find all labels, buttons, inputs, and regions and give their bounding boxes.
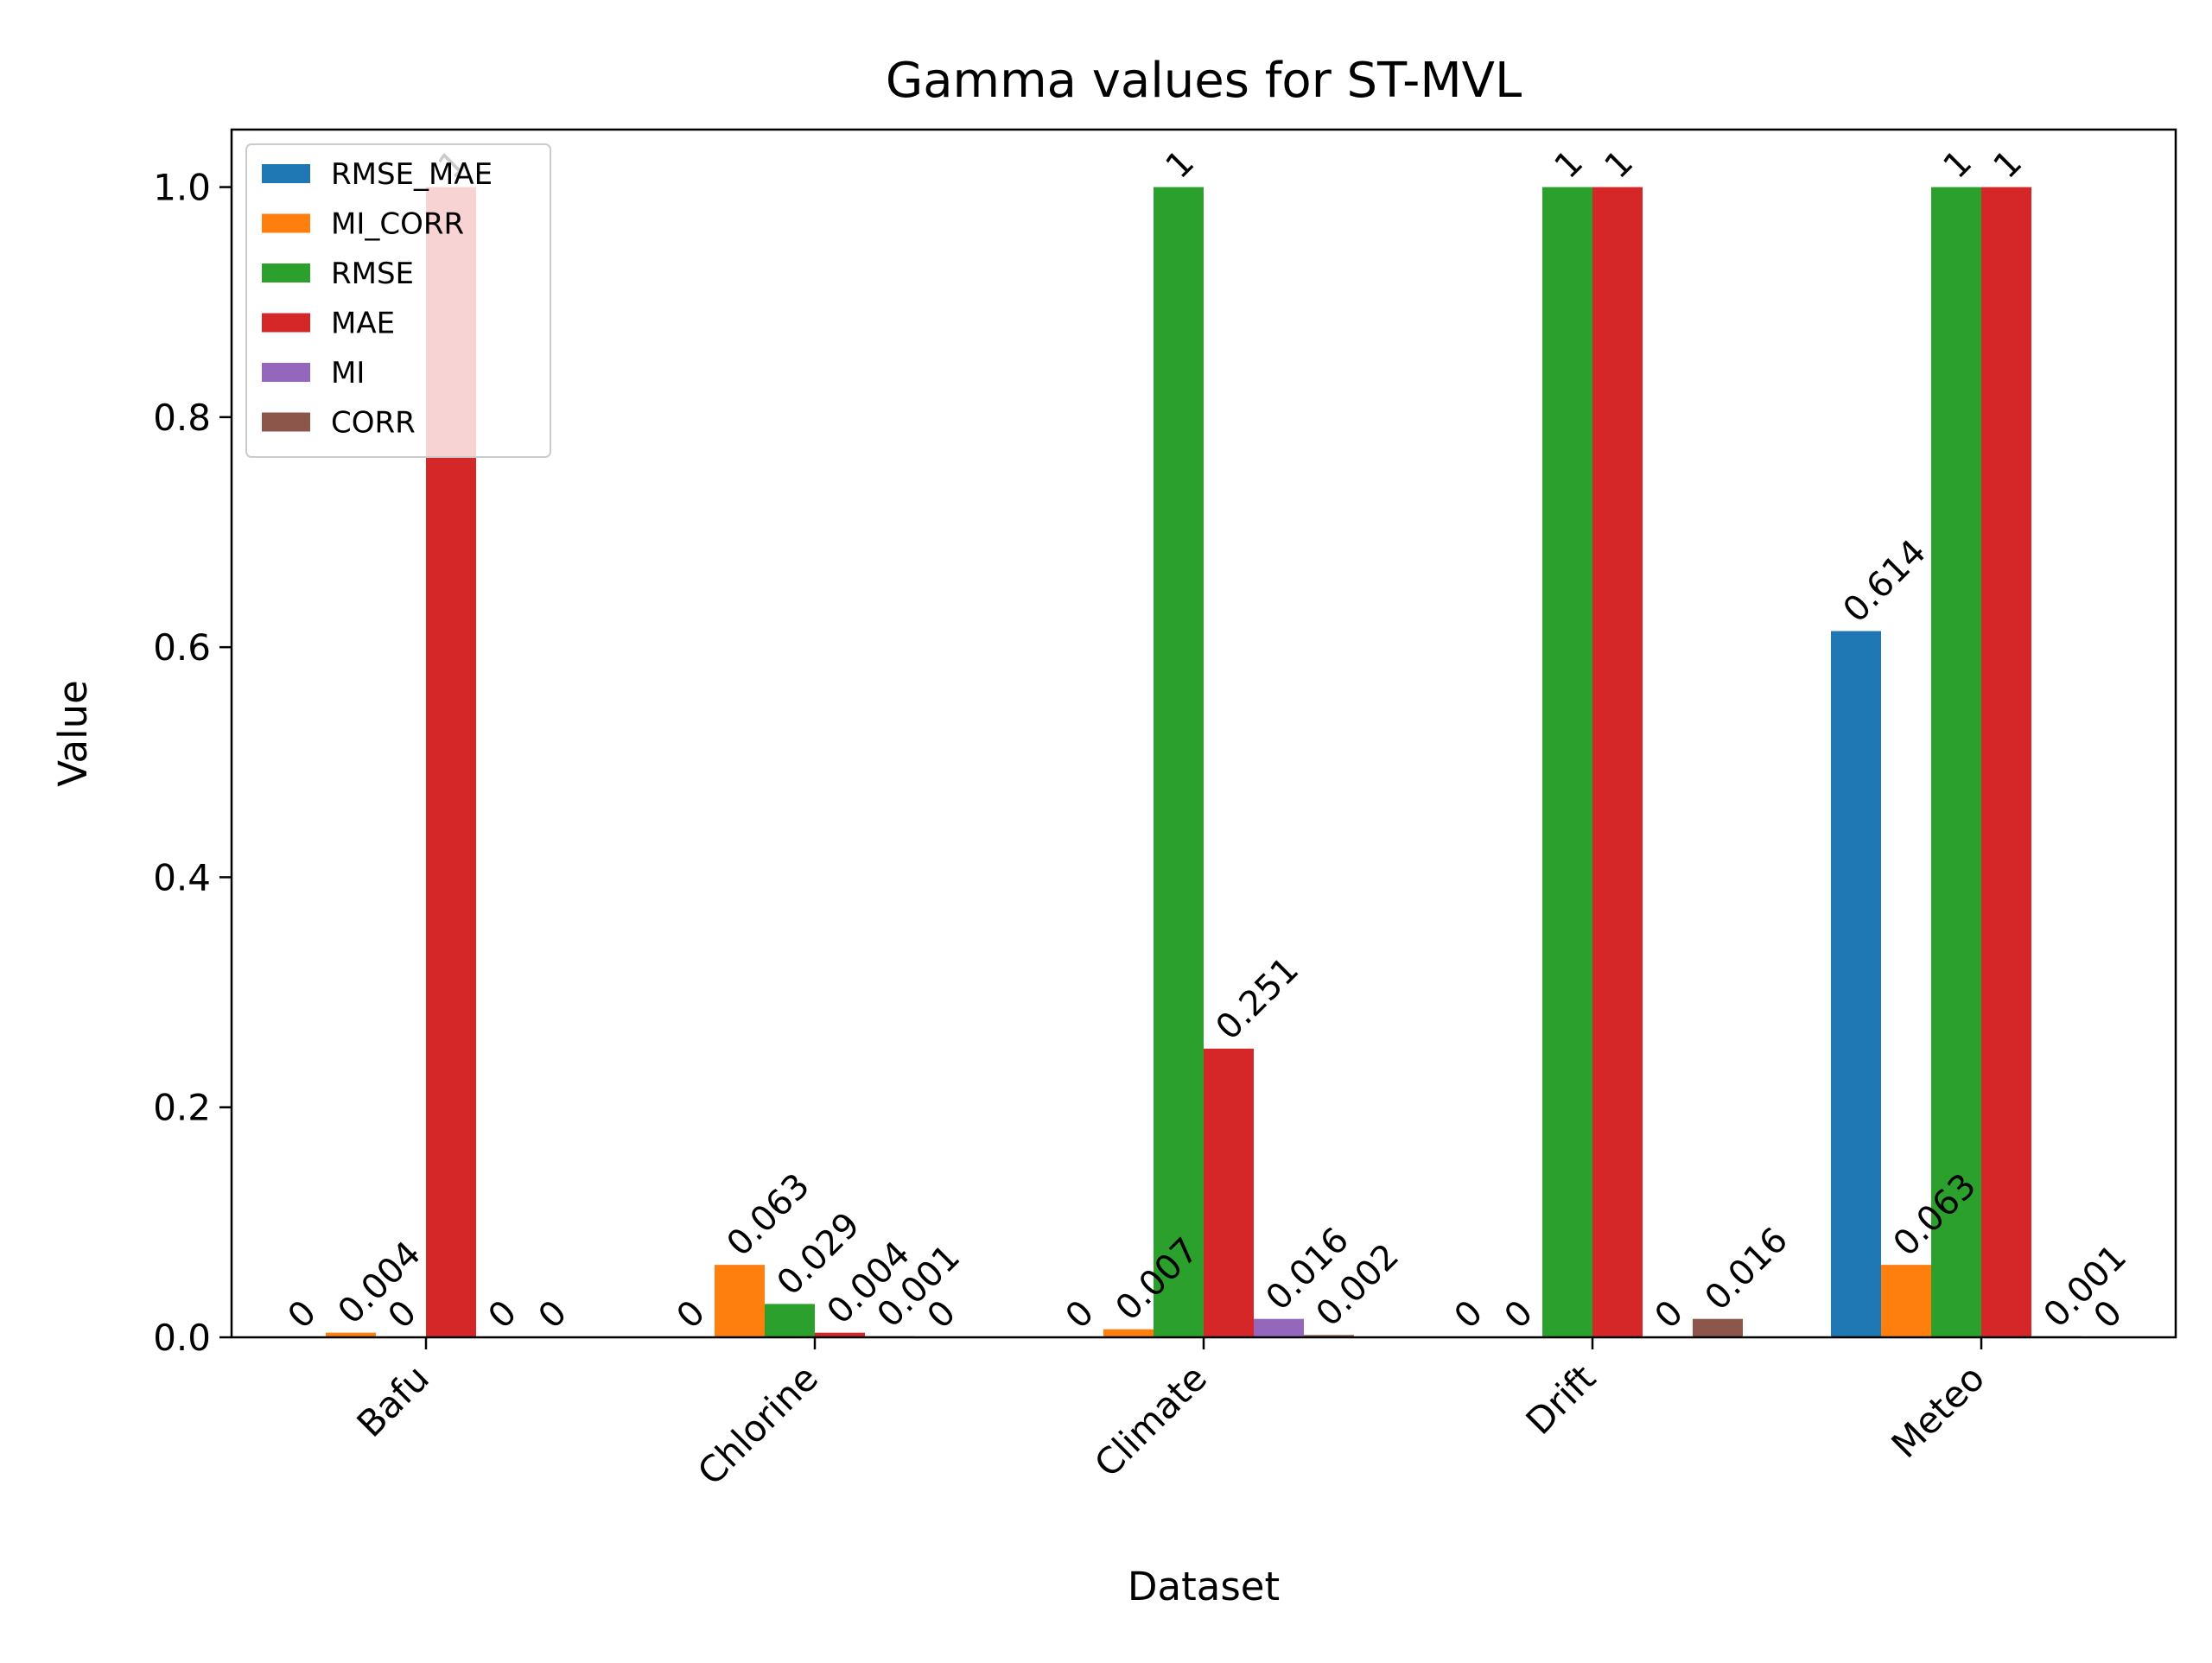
bar (1154, 187, 1204, 1338)
bar (1931, 187, 1981, 1338)
bars-layer (326, 187, 2082, 1338)
chart-title: Gamma values for ST-MVL (886, 53, 1522, 109)
bar (815, 1332, 865, 1337)
legend-swatch (262, 412, 310, 432)
legend-entry: RMSE (331, 257, 414, 291)
legend-entry: RMSE_MAE (331, 157, 493, 192)
legend-box (245, 143, 551, 458)
legend: RMSE_MAE MI_CORR RMSE MAE MI CORR (245, 143, 551, 458)
legend-swatch (262, 263, 310, 282)
bar (1304, 1335, 1354, 1337)
y-tick-label: 0.0 (153, 1317, 211, 1359)
bar (765, 1304, 815, 1337)
bar (326, 1332, 376, 1337)
x-axis-label: Dataset (1128, 1564, 1280, 1609)
legend-entry: CORR (331, 406, 416, 441)
legend-swatch (262, 213, 310, 233)
bar (1831, 631, 1881, 1337)
bar (1204, 1048, 1254, 1337)
y-tick-label: 0.8 (153, 397, 211, 439)
y-tick-label: 0.4 (153, 856, 211, 898)
bar (1981, 187, 2031, 1338)
bar (1254, 1318, 1304, 1337)
bar (1592, 187, 1643, 1338)
y-tick-label: 1.0 (153, 167, 211, 209)
legend-entry: MI_CORR (331, 207, 464, 242)
y-tick-label: 0.2 (153, 1087, 211, 1129)
bar (1103, 1329, 1154, 1337)
legend-swatch (262, 164, 310, 183)
bar (715, 1265, 765, 1337)
legend-entry: MAE (331, 307, 395, 341)
y-axis: 0.0 0.2 0.4 0.6 0.8 1.0 (153, 167, 232, 1359)
y-tick-label: 0.6 (153, 626, 211, 669)
bar (1542, 187, 1592, 1338)
legend-swatch (262, 363, 310, 382)
bar (1881, 1265, 1931, 1337)
legend-entry: MI (331, 356, 365, 390)
bar (1693, 1318, 1743, 1337)
y-axis-label: Value (50, 680, 96, 787)
legend-swatch (262, 313, 310, 333)
